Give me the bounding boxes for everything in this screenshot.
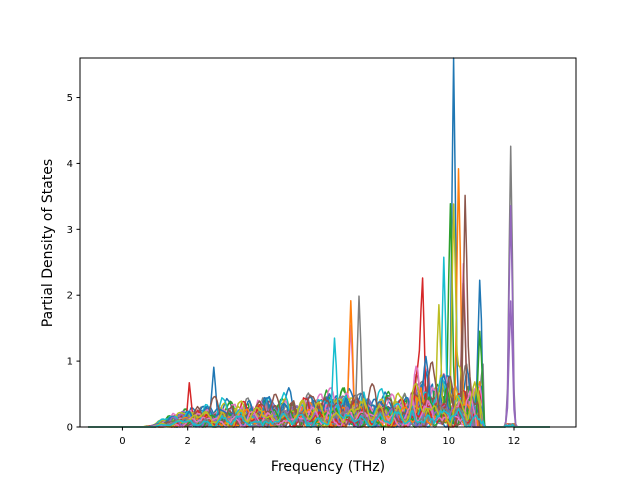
x-tick-label: 6	[315, 436, 321, 447]
y-tick-label: 3	[67, 225, 73, 236]
pdos-series-line	[88, 57, 550, 428]
x-tick-label: 2	[184, 436, 190, 447]
x-axis-ticks: 0 2 4 6 8 10 12	[119, 427, 520, 447]
y-tick-label: 0	[67, 423, 73, 434]
x-tick-label: 8	[380, 436, 386, 447]
pdos-series-line	[88, 337, 550, 428]
y-axis-label: Partial Density of States	[40, 159, 56, 327]
y-tick-label: 2	[67, 291, 73, 302]
x-tick-label: 0	[119, 436, 125, 447]
x-axis-label: Frequency (THz)	[271, 459, 385, 475]
x-tick-label: 4	[250, 436, 256, 447]
x-tick-label: 12	[508, 436, 521, 447]
y-axis-ticks: 0 1 2 3 4 5	[67, 93, 80, 434]
plot-frame	[79, 57, 577, 428]
series-lines	[88, 57, 550, 428]
y-tick-label: 1	[67, 357, 73, 368]
y-tick-label: 5	[67, 93, 73, 104]
y-tick-label: 4	[67, 159, 73, 170]
pdos-series-line	[88, 194, 550, 428]
x-tick-label: 10	[442, 436, 455, 447]
